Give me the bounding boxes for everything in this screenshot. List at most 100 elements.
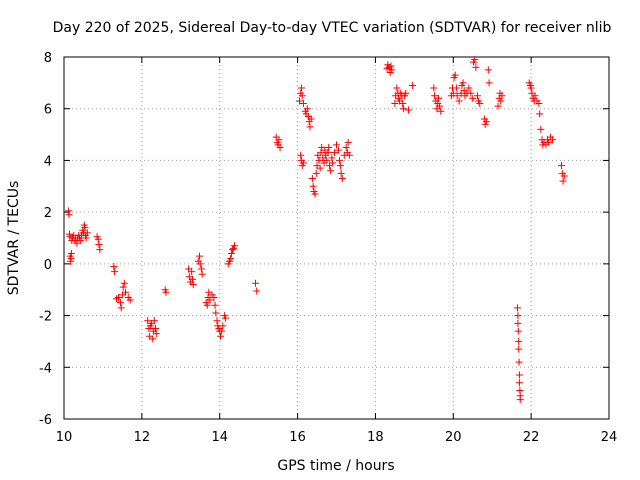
data-point	[323, 156, 331, 164]
data-point	[467, 89, 475, 97]
data-point	[111, 268, 119, 276]
data-point	[333, 141, 340, 149]
data-point	[195, 252, 203, 260]
data-point	[408, 81, 416, 89]
data-point	[472, 63, 480, 71]
data-point	[210, 293, 218, 301]
data-point	[65, 211, 73, 219]
grid-lines	[64, 57, 609, 419]
data-point	[515, 358, 523, 366]
data-point	[229, 246, 237, 254]
y-tick-label: 0	[44, 258, 52, 273]
data-point	[337, 169, 345, 177]
data-point	[388, 66, 396, 74]
data-point	[144, 317, 152, 325]
data-point	[515, 345, 523, 353]
data-point	[515, 337, 523, 345]
data-point	[449, 89, 457, 97]
data-point	[497, 97, 505, 105]
x-tick-label: 20	[445, 430, 462, 445]
data-point	[82, 234, 90, 242]
chart-title: Day 220 of 2025, Sidereal Day-to-day VTE…	[53, 20, 612, 36]
data-point	[110, 262, 118, 270]
x-tick-label: 10	[56, 430, 73, 445]
data-point	[325, 144, 333, 151]
y-tick-label: -6	[39, 413, 52, 428]
data-point	[329, 159, 337, 167]
x-tick-label: 12	[134, 430, 151, 445]
data-point	[315, 156, 323, 164]
data-point	[216, 332, 224, 340]
data-point	[482, 118, 490, 126]
data-point	[494, 102, 502, 110]
data-point	[73, 239, 81, 247]
y-tick-label: 4	[44, 154, 52, 169]
data-point	[276, 144, 284, 151]
plot-frame	[63, 56, 610, 420]
x-axis-label: GPS time / hours	[277, 458, 394, 474]
x-axis-ticks: 10 12 14 16 18 20 22 24	[56, 57, 617, 445]
data-point	[213, 317, 221, 325]
data-point	[485, 79, 493, 87]
data-point	[515, 379, 523, 387]
data-point	[308, 175, 316, 183]
data-points	[65, 56, 568, 404]
data-point	[253, 287, 261, 295]
data-point	[549, 136, 557, 144]
data-point	[218, 327, 226, 335]
data-point	[299, 100, 307, 108]
data-point	[198, 270, 206, 278]
data-point	[188, 268, 196, 276]
data-point	[514, 327, 522, 335]
data-point	[309, 182, 317, 190]
x-tick-label: 22	[523, 430, 540, 445]
data-point	[399, 105, 407, 113]
data-point	[473, 92, 481, 100]
data-point	[436, 102, 444, 110]
data-point	[231, 242, 239, 250]
x-tick-label: 18	[367, 430, 384, 445]
data-point	[531, 92, 539, 100]
data-point	[452, 84, 460, 92]
y-axis-ticks: -6 -4 -2 0 2 4 6 8	[39, 51, 609, 428]
data-point	[527, 84, 535, 92]
data-point	[434, 94, 442, 102]
data-point	[558, 162, 566, 170]
data-point	[119, 283, 127, 291]
data-point	[437, 107, 445, 115]
data-point	[149, 335, 157, 343]
data-point	[334, 146, 342, 154]
data-point	[324, 149, 332, 157]
data-point	[338, 175, 346, 183]
data-point	[345, 151, 353, 159]
y-tick-label: 2	[44, 206, 52, 221]
data-point	[537, 125, 545, 133]
data-point	[298, 92, 306, 100]
data-point	[113, 295, 121, 303]
data-point	[514, 319, 522, 327]
data-point	[83, 229, 91, 237]
data-point	[152, 330, 160, 338]
data-point	[196, 260, 204, 268]
data-point	[451, 71, 459, 79]
data-point	[455, 97, 463, 105]
data-point	[476, 100, 484, 108]
data-point	[120, 279, 128, 287]
data-point	[545, 138, 553, 146]
data-point	[336, 156, 344, 164]
y-tick-label: -4	[39, 361, 52, 376]
data-point	[227, 250, 235, 258]
data-point	[306, 123, 314, 131]
data-point	[459, 79, 467, 87]
data-point	[535, 100, 543, 108]
data-point	[328, 154, 336, 162]
data-point	[116, 299, 124, 307]
data-point	[317, 149, 325, 157]
data-point	[536, 110, 544, 118]
data-point	[469, 94, 477, 102]
data-point	[514, 304, 522, 312]
data-point	[211, 301, 219, 309]
data-point	[150, 317, 158, 325]
data-point	[188, 275, 196, 283]
data-point	[303, 105, 311, 113]
